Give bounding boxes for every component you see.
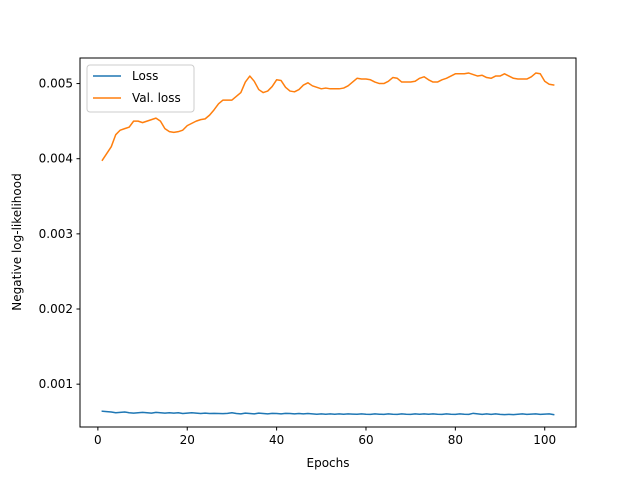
legend-label-val-loss: Val. loss (132, 91, 181, 105)
x-tick-label: 60 (358, 433, 373, 447)
x-tick-label: 0 (94, 433, 102, 447)
x-tick-label: 20 (180, 433, 195, 447)
plot-area (80, 58, 576, 427)
y-axis-ticks: 0.001 0.002 0.003 0.004 0.005 (39, 77, 80, 391)
series-line-val-loss (101, 72, 555, 162)
x-tick-label: 100 (533, 433, 556, 447)
y-tick-label: 0.002 (39, 302, 73, 316)
axes-frame (79, 57, 577, 428)
series-line-loss (101, 410, 555, 416)
series-layer (101, 72, 555, 416)
y-tick-label: 0.005 (39, 77, 73, 91)
legend-label-loss: Loss (132, 69, 158, 83)
x-tick-label: 40 (269, 433, 284, 447)
y-tick-label: 0.004 (39, 152, 73, 166)
y-tick-label: 0.003 (39, 227, 73, 241)
axes-layer (79, 57, 577, 428)
x-tick-label: 80 (448, 433, 463, 447)
y-axis-label: Negative log-likelihood (10, 173, 24, 310)
x-axis-ticks: 0 20 40 60 80 100 (94, 427, 556, 447)
x-axis-label: Epochs (307, 456, 350, 470)
legend: Loss Val. loss (86, 64, 195, 113)
y-tick-label: 0.001 (39, 377, 73, 391)
